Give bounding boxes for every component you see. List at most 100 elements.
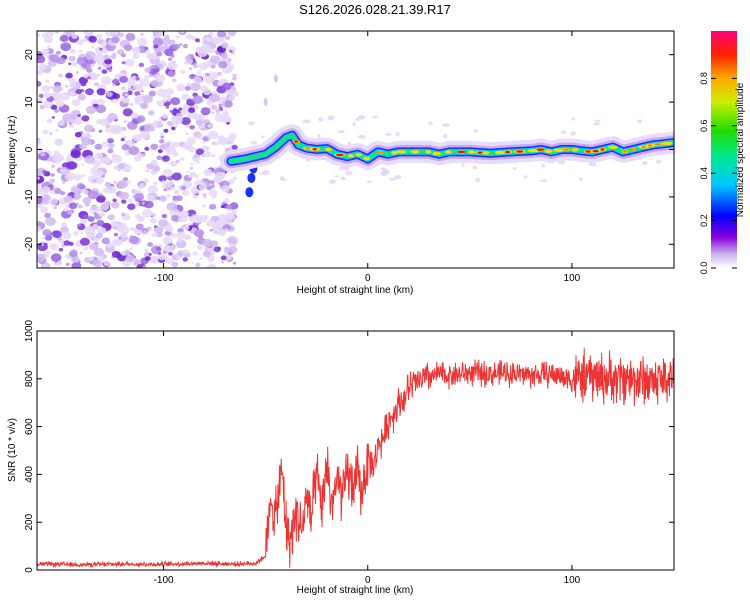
noise-blob: [86, 67, 93, 73]
noise-blob: [144, 146, 150, 151]
noise-blob: [212, 49, 217, 53]
noise-blob: [226, 204, 233, 210]
noise-blob: [148, 253, 152, 256]
noise-blob: [38, 93, 44, 98]
ridge-hotspot: [335, 153, 344, 157]
noise-blob: [218, 106, 223, 110]
noise-blob: [202, 141, 206, 144]
noise-blob: [206, 219, 216, 227]
noise-speck: [261, 135, 265, 139]
noise-blob: [158, 139, 165, 144]
noise-blob: [37, 69, 44, 76]
noise-blob: [101, 69, 108, 74]
noise-blob: [159, 132, 164, 136]
noise-blob: [74, 174, 82, 181]
noise-blob: [202, 238, 213, 248]
noise-blob: [196, 134, 204, 140]
noise-blob: [125, 33, 136, 41]
noise-blob: [139, 102, 148, 109]
noise-blob: [85, 63, 89, 66]
noise-blob: [121, 144, 130, 151]
noise-blob: [220, 214, 225, 218]
noise-blob: [196, 245, 204, 251]
noise-blob: [82, 214, 90, 220]
noise-blob: [166, 193, 171, 197]
noise-blob: [221, 82, 232, 91]
noise-blob: [230, 90, 239, 97]
noise-blob: [221, 116, 230, 123]
noise-blob: [197, 70, 202, 74]
noise-blob: [99, 118, 110, 127]
x-tick-label: 0: [365, 273, 371, 284]
noise-blob: [158, 243, 163, 248]
ridge-hotspot: [312, 148, 317, 151]
noise-blob: [209, 183, 213, 186]
noise-blob: [94, 143, 103, 150]
noise-blob: [165, 226, 173, 232]
noise-blob: [112, 93, 121, 100]
noise-blob: [211, 154, 216, 158]
noise-blob: [172, 115, 183, 125]
noise-blob: [172, 78, 177, 83]
noise-blob: [193, 229, 205, 238]
noise-blob: [68, 124, 74, 129]
noise-blob: [227, 31, 237, 37]
noise-blob: [94, 152, 104, 160]
noise-blob: [91, 178, 97, 183]
noise-blob: [54, 109, 59, 113]
noise-blob: [195, 262, 201, 268]
noise-blob: [220, 255, 227, 261]
noise-blob: [166, 142, 170, 146]
noise-blob: [42, 186, 51, 193]
noise-blob: [185, 234, 192, 240]
noise-blob: [96, 220, 105, 227]
noise-speck: [380, 167, 387, 171]
noise-blob: [108, 68, 113, 72]
noise-blob: [94, 176, 104, 185]
noise-blob: [56, 260, 63, 266]
noise-blob: [113, 181, 117, 184]
noise-blob: [186, 110, 198, 120]
noise-blob: [153, 226, 164, 234]
noise-blob: [144, 67, 152, 73]
noise-blob: [209, 106, 213, 110]
ridge-hotspot: [294, 140, 299, 143]
noise-blob: [189, 166, 194, 170]
noise-blob: [127, 203, 136, 210]
noise-blob: [73, 231, 79, 236]
noise-speck: [302, 119, 311, 124]
ridge-hotspot: [468, 150, 476, 154]
noise-speck: [472, 165, 478, 170]
noise-speck: [637, 119, 643, 124]
noise-blob: [107, 148, 114, 154]
noise-blob: [202, 136, 209, 142]
noise-blob: [99, 98, 104, 103]
noise-blob: [160, 135, 165, 139]
noise-blob: [147, 242, 154, 247]
noise-blob: [124, 139, 131, 145]
noise-blob: [133, 261, 139, 266]
noise-blob: [182, 249, 190, 255]
noise-blob: [110, 220, 119, 227]
colorbar-label: Normalized spectral amplitude: [735, 82, 746, 217]
noise-blob: [51, 164, 56, 168]
ridge-hotspot: [410, 150, 420, 154]
ridge-hotspot: [629, 148, 638, 151]
noise-blob: [178, 214, 189, 223]
noise-blob: [166, 202, 178, 211]
noise-blob: [181, 93, 190, 101]
noise-blob: [51, 105, 58, 110]
noise-blob: [42, 51, 49, 57]
noise-blob: [184, 85, 191, 91]
x-tick-label: -100: [154, 575, 174, 586]
noise-blob: [50, 178, 55, 183]
noise-blob: [117, 179, 129, 189]
noise-blob: [37, 196, 44, 204]
noise-blob: [158, 219, 168, 227]
noise-blob: [92, 259, 103, 268]
noise-blob: [201, 204, 206, 208]
noise-blob: [155, 34, 160, 38]
noise-blob: [77, 204, 83, 209]
noise-speck: [318, 117, 324, 122]
